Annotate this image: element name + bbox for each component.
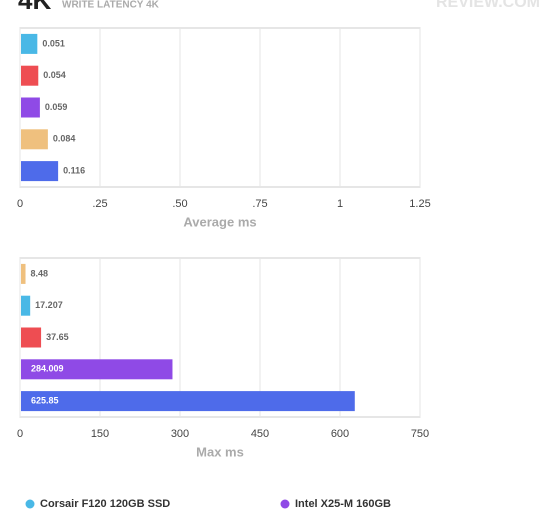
- value-label: 37.65: [46, 332, 69, 342]
- bar: [21, 161, 59, 182]
- value-label: 0.084: [53, 134, 76, 144]
- value-label: 284.009: [31, 364, 64, 374]
- x-axis-title: Average ms: [183, 214, 256, 229]
- value-label: 8.48: [31, 268, 49, 278]
- x-tick-label: 750: [411, 428, 429, 440]
- legend-label: Corsair F120 120GB SSD: [40, 498, 170, 510]
- x-tick-label: .75: [252, 198, 267, 210]
- bar: [21, 33, 38, 54]
- bar: [21, 295, 31, 316]
- bar: [21, 65, 39, 86]
- x-tick-label: 150: [91, 428, 109, 440]
- bar: [21, 391, 355, 412]
- value-label: 0.051: [42, 38, 65, 48]
- bar: [21, 97, 40, 118]
- bar: [21, 327, 42, 348]
- value-label: 17.207: [35, 300, 63, 310]
- big-title: 4K: [18, 0, 51, 15]
- x-tick-label: .25: [92, 198, 107, 210]
- title: WRITE LATENCY 4K: [62, 0, 160, 11]
- x-tick-label: 0: [17, 428, 23, 440]
- bar: [21, 129, 48, 150]
- x-tick-label: 0: [17, 198, 23, 210]
- legend-swatch: [280, 499, 290, 509]
- plot-area: [19, 27, 421, 188]
- x-tick-label: .50: [172, 198, 187, 210]
- logo: REVIEW.COM: [436, 0, 540, 11]
- x-tick-label: 600: [331, 428, 349, 440]
- bar: [21, 359, 173, 380]
- legend-label: Intel X25-M 160GB: [295, 498, 391, 510]
- x-tick-label: 1.25: [409, 198, 430, 210]
- bar: [21, 263, 26, 284]
- value-label: 0.054: [43, 70, 66, 80]
- x-tick-label: 450: [251, 428, 269, 440]
- value-label: 625.85: [31, 395, 59, 405]
- legend-swatch: [25, 499, 35, 509]
- x-tick-label: 300: [171, 428, 189, 440]
- value-label: 0.059: [45, 102, 68, 112]
- x-axis-title: Max ms: [196, 444, 244, 459]
- x-tick-label: 1: [337, 198, 343, 210]
- value-label: 0.116: [63, 165, 85, 175]
